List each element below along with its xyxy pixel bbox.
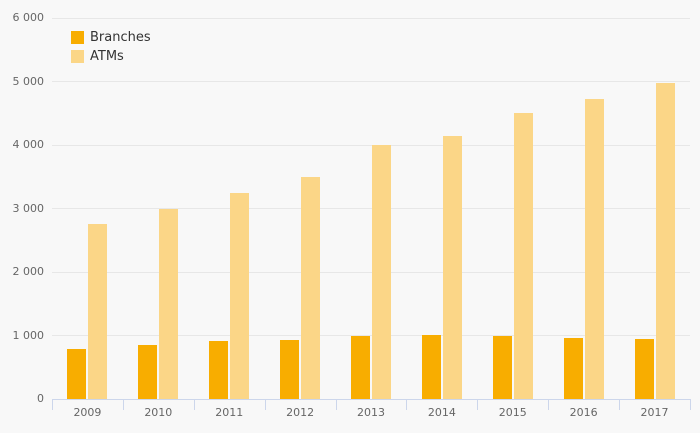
x-axis-label: 2010 (144, 406, 173, 419)
legend-label-branches: Branches (90, 30, 151, 45)
y-axis-label: 0 (37, 392, 44, 405)
x-axis-label: 2014 (427, 406, 456, 419)
y-axis-label: 4 000 (12, 138, 45, 151)
x-axis-label: 2013 (356, 406, 385, 419)
bar-atms[interactable] (301, 176, 321, 399)
bar-atms[interactable] (230, 192, 250, 399)
x-axis-label: 2011 (215, 406, 244, 419)
bar-branches[interactable] (138, 344, 158, 399)
x-axis-tick (477, 400, 479, 410)
bar-branches[interactable] (492, 336, 512, 399)
bar-atms[interactable] (159, 208, 179, 399)
gridline (52, 144, 690, 146)
legend-item-atms[interactable]: ATMs (71, 49, 151, 64)
bar-atms[interactable] (88, 224, 108, 399)
x-axis-label: 2009 (73, 406, 102, 419)
x-axis-line (52, 399, 691, 400)
bar-atms[interactable] (513, 113, 533, 399)
x-axis-tick (548, 400, 550, 410)
bar-atms[interactable] (655, 82, 675, 399)
x-axis-label: 2016 (569, 406, 598, 419)
x-axis-tick (193, 400, 195, 410)
bar-atms[interactable] (442, 136, 462, 399)
bar-atms[interactable] (584, 99, 604, 399)
gridline (52, 17, 690, 19)
x-axis-tick (122, 400, 124, 410)
legend-item-branches[interactable]: Branches (71, 30, 151, 45)
x-axis-tick (406, 400, 408, 410)
gridline (52, 335, 690, 336)
x-axis-label: 2012 (286, 406, 315, 419)
bar-branches[interactable] (67, 348, 87, 399)
x-axis-tick (690, 400, 691, 410)
y-axis-label: 5 000 (12, 74, 45, 88)
bar-branches[interactable] (280, 339, 300, 399)
x-axis-tick (264, 400, 266, 410)
bar-branches[interactable] (634, 338, 654, 399)
bar-atms[interactable] (372, 145, 391, 399)
y-axis-label: 3 000 (12, 201, 45, 215)
y-axis-label: 6 000 (12, 11, 45, 24)
legend-swatch-atms-icon (71, 50, 84, 63)
gridline (52, 81, 690, 82)
legend: Branches ATMs (71, 30, 151, 68)
gridline (52, 208, 690, 209)
y-axis-label: 1 000 (12, 328, 45, 342)
x-axis-label: 2017 (640, 406, 669, 419)
legend-swatch-branches-icon (71, 31, 84, 44)
bar-branches[interactable] (563, 338, 583, 399)
bar-branches[interactable] (209, 340, 229, 399)
x-axis-tick (619, 400, 621, 410)
x-axis-tick (52, 400, 53, 410)
gridline (52, 271, 690, 273)
bar-branches[interactable] (421, 335, 441, 399)
legend-label-atms: ATMs (90, 49, 124, 64)
y-axis-label: 2 000 (12, 265, 45, 278)
x-axis-tick (335, 400, 337, 410)
bar-branches[interactable] (351, 335, 370, 399)
x-axis-label: 2015 (498, 406, 527, 419)
